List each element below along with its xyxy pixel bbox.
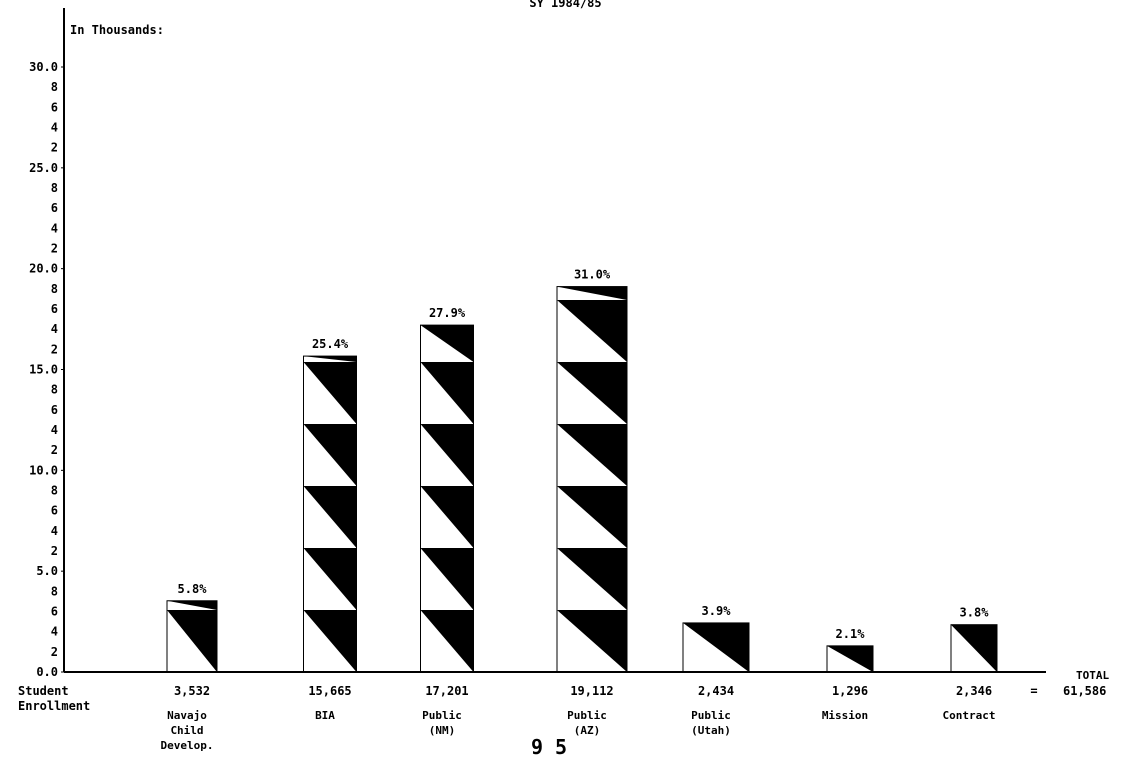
category-label: Public <box>691 709 731 722</box>
y-tick-label: 10.0 <box>29 463 58 477</box>
bar-segment <box>303 486 357 548</box>
bar-value-label: 3,532 <box>174 684 210 698</box>
y-minor-label: 2 <box>51 544 58 558</box>
bar-value-label: 15,665 <box>308 684 351 698</box>
y-minor-label: 8 <box>51 484 58 498</box>
category-label: Contract <box>943 709 996 722</box>
row-label: Enrollment <box>18 699 90 713</box>
footer-page-mark: 9 5 <box>531 735 567 759</box>
bar-segment <box>167 600 217 610</box>
y-minor-label: 4 <box>51 121 58 135</box>
y-tick-label: 15.0 <box>29 363 58 377</box>
bar-segment <box>557 548 627 610</box>
y-minor-label: 8 <box>51 181 58 195</box>
y-unit-label: In Thousands: <box>70 23 164 37</box>
y-minor-label: 4 <box>51 625 58 639</box>
bar-percent-label: 27.9% <box>429 306 466 320</box>
bar-segment <box>167 610 217 672</box>
bar-segment <box>420 486 474 548</box>
bar-segment <box>827 645 873 672</box>
category-label: Public <box>422 709 462 722</box>
y-minor-label: 4 <box>51 322 58 336</box>
bar-segment <box>557 286 627 300</box>
bar <box>826 645 874 673</box>
bar <box>303 355 357 673</box>
bar-value-label: 19,112 <box>570 684 613 698</box>
bar-segment <box>420 548 474 610</box>
bar-value-label: 2,434 <box>698 684 734 698</box>
bar-segment <box>420 610 474 672</box>
bar-segment <box>951 624 997 672</box>
y-minor-label: 2 <box>51 645 58 659</box>
bar <box>950 624 998 673</box>
bar-segment <box>557 610 627 672</box>
y-minor-label: 2 <box>51 141 58 155</box>
bar-segment <box>557 300 627 362</box>
category-label: Develop. <box>161 739 214 752</box>
bar <box>556 286 628 673</box>
bar <box>166 600 218 673</box>
bar-segment <box>303 610 357 672</box>
bar-segment <box>557 486 627 548</box>
y-minor-label: 6 <box>51 605 58 619</box>
category-label: Child <box>170 724 203 737</box>
bar-segment <box>303 424 357 486</box>
bar-segment <box>557 362 627 424</box>
bar-percent-label: 25.4% <box>312 337 349 351</box>
category-label: (NM) <box>429 724 456 737</box>
category-label: BIA <box>315 709 335 722</box>
bar-segment <box>303 362 357 424</box>
bar-percent-label: 31.0% <box>574 268 611 282</box>
equals-sign: = <box>1030 684 1037 698</box>
total-label: TOTAL <box>1076 669 1109 682</box>
y-minor-label: 6 <box>51 201 58 215</box>
category-label: Navajo <box>167 709 207 722</box>
y-tick-label: 25.0 <box>29 161 58 175</box>
category-label: Public <box>567 709 607 722</box>
bar-segment <box>420 325 474 362</box>
y-minor-label: 2 <box>51 443 58 457</box>
y-minor-label: 6 <box>51 504 58 518</box>
y-minor-label: 8 <box>51 383 58 397</box>
y-minor-label: 6 <box>51 302 58 316</box>
y-minor-label: 8 <box>51 282 58 296</box>
bar-segment <box>420 424 474 486</box>
bar-percent-label: 5.8% <box>178 582 208 596</box>
y-minor-label: 8 <box>51 584 58 598</box>
category-label: Mission <box>822 709 868 722</box>
y-tick-label: 20.0 <box>29 262 58 276</box>
y-tick-label: 30.0 <box>29 60 58 74</box>
category-label: (Utah) <box>691 724 731 737</box>
y-minor-label: 2 <box>51 242 58 256</box>
bar-value-label: 1,296 <box>832 684 868 698</box>
y-minor-label: 6 <box>51 100 58 114</box>
bar-segment <box>303 356 357 362</box>
bar-segment <box>557 424 627 486</box>
total-value: 61,586 <box>1063 684 1106 698</box>
bar-value-label: 17,201 <box>425 684 468 698</box>
bar-segment <box>303 548 357 610</box>
chart-title: SY 1984/85 <box>529 0 602 10</box>
y-tick-label: 5.0 <box>36 564 58 578</box>
y-minor-label: 2 <box>51 342 58 356</box>
bar <box>420 324 474 673</box>
y-minor-label: 4 <box>51 221 58 235</box>
bar-segment <box>420 362 474 424</box>
bar-percent-label: 3.9% <box>702 604 732 618</box>
bar-percent-label: 2.1% <box>836 627 866 641</box>
category-label: (AZ) <box>574 724 601 737</box>
bar-segment <box>683 622 749 672</box>
row-label: Student <box>18 684 69 698</box>
y-tick-label: 0.0 <box>36 665 58 679</box>
y-minor-label: 8 <box>51 80 58 94</box>
bar-percent-label: 3.8% <box>960 606 990 620</box>
bar <box>682 622 750 673</box>
y-minor-label: 4 <box>51 524 58 538</box>
bar-value-label: 2,346 <box>956 684 992 698</box>
y-minor-label: 6 <box>51 403 58 417</box>
y-minor-label: 4 <box>51 423 58 437</box>
